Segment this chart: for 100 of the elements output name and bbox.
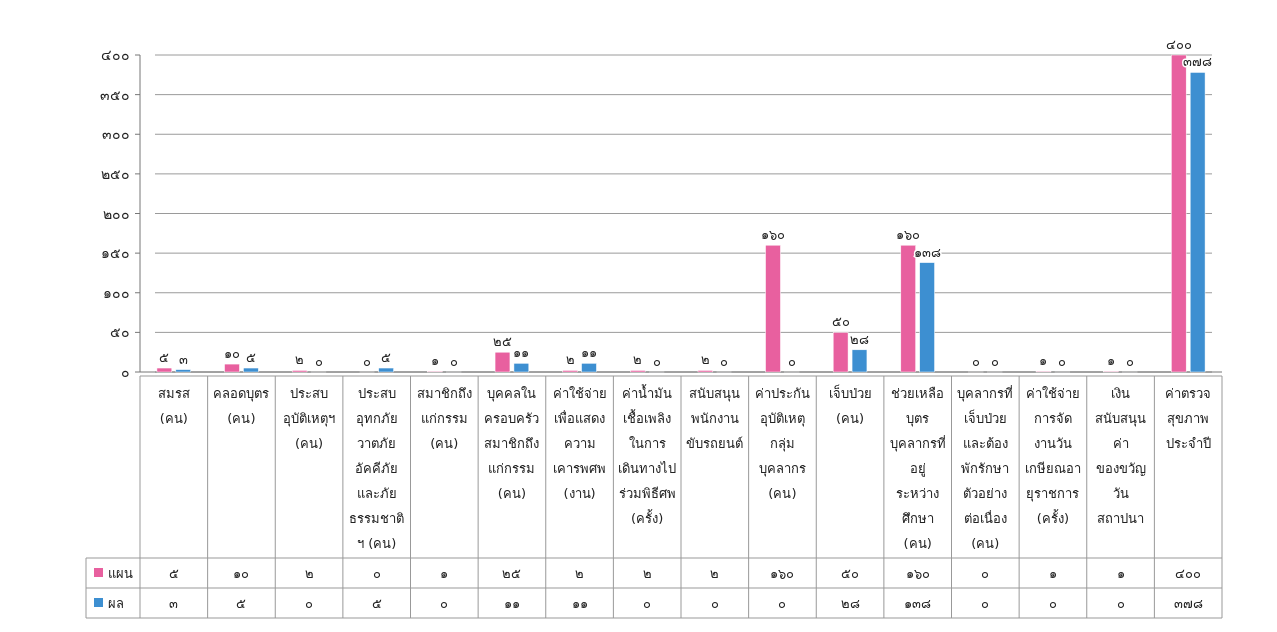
data-label: ๐ xyxy=(981,566,990,581)
text: ๑๖๐ xyxy=(761,227,785,243)
data-label: ๐ xyxy=(710,596,719,611)
data-label: ๐ xyxy=(1116,596,1125,611)
text: ๐ xyxy=(720,354,729,369)
text: ๔๐๐ xyxy=(1165,37,1192,52)
text: ๒๘ xyxy=(850,331,869,347)
data-label: ๑๐ xyxy=(233,566,250,581)
x-tick-label: บุคลากรที่ เจ็บป่วย และต้อง พักรักษา ตัวอย่าง ต่อเนื่อง (คน) xyxy=(957,385,1014,551)
x-tick-label: สนับสนุน พนักงาน ขับรถยนต์ xyxy=(686,386,744,451)
x-tick-label: สมาชิกถึง แก่กรรม (คน) xyxy=(416,386,472,451)
bar xyxy=(1189,72,1206,373)
x-tick-label: คลอดบุตร (คน) xyxy=(213,386,270,426)
data-label: ๐ xyxy=(778,596,787,611)
data-label: ๑๓๘ xyxy=(904,596,932,611)
data-label: ๓๗๘ xyxy=(1173,596,1203,611)
x-tick-label: บุคคลใน ครอบครัว สมาชิกถึง แก่กรรม (คน) xyxy=(484,386,540,501)
bar xyxy=(900,244,916,373)
data-label: ๕ xyxy=(236,596,247,611)
text: ๑๐ xyxy=(224,346,240,362)
y-tick-label: ๓๕๐ xyxy=(100,86,130,103)
data-label: ๕ xyxy=(371,596,382,611)
text: ๐ xyxy=(1058,354,1067,369)
x-tick-label: ค่าใช้จ่าย การจัด งานวัน เกษียณอา ยุราชการ (ครั้ง) xyxy=(1024,386,1081,526)
x-tick-label: ค่าน้ำมัน เชื้อเพลิง ในการ เดินทางไป ร่วมพิธีศพ (ครั้ง) xyxy=(618,384,677,526)
bar xyxy=(765,244,781,373)
text: ๓ xyxy=(178,351,188,367)
text: ๐ xyxy=(1126,354,1134,369)
text: ๕ xyxy=(245,350,256,366)
data-label: ๕ xyxy=(168,566,179,581)
text: ๑ xyxy=(430,353,439,369)
y-tick-label: ๐ xyxy=(121,364,130,380)
x-tick-label: เจ็บป่วย (คน) xyxy=(828,384,872,426)
y-tick-label: ๕๐ xyxy=(110,324,130,341)
text: ๐ xyxy=(363,354,372,369)
data-label: ๒ xyxy=(575,566,585,581)
data-label: ๑ xyxy=(440,566,449,581)
x-tick-label: ค่าตรวจ สุขภาพ ประจำปี xyxy=(1165,386,1212,451)
data-label: ๐ xyxy=(440,596,449,611)
text: ๕ xyxy=(381,350,392,366)
text: ๐ xyxy=(652,354,661,369)
y-tick-label: ๒๕๐ xyxy=(101,165,130,182)
bar xyxy=(224,363,240,373)
data-label: ๒๘ xyxy=(840,596,860,611)
bar xyxy=(513,363,530,373)
data-label: ๒๕ xyxy=(502,566,522,581)
bar xyxy=(919,262,935,373)
data-label: ๑๖๐ xyxy=(905,566,930,581)
data-label: ๒ xyxy=(710,566,720,581)
text: ๒ xyxy=(295,352,305,368)
data-label: ๔๐๐ xyxy=(1175,566,1202,581)
data-label: ๐ xyxy=(643,596,652,611)
data-label: ๒ xyxy=(304,566,314,581)
y-tick-label: ๑๕๐ xyxy=(101,245,130,262)
x-tick-label: ประสบ อุบัติเหตุฯ (คน) xyxy=(283,386,336,451)
data-label: ๑ xyxy=(1116,566,1125,581)
data-label: ๑๖๐ xyxy=(770,566,795,581)
data-label: ๐ xyxy=(1048,596,1057,611)
text: ๑๑ xyxy=(513,345,530,361)
text: ๑๖๐ xyxy=(896,227,921,243)
text: ๐ xyxy=(971,354,980,369)
y-tick-label: ๒๐๐ xyxy=(103,205,130,222)
bar xyxy=(851,349,868,373)
text: ๒๕ xyxy=(493,334,512,350)
data-label: ๐ xyxy=(981,596,990,611)
x-tick-label: เงิน สนับสนุน ค่า ของขวัญ วัน สถาปนา xyxy=(1095,386,1147,526)
bar xyxy=(581,363,597,373)
text: ๑ xyxy=(1107,353,1116,369)
text: ๒ xyxy=(633,352,643,368)
text: ๑๑ xyxy=(581,345,597,361)
x-tick-label: ค่าประกัน อุบัติเหตุ กลุ่ม บุคลากร (คน) xyxy=(754,386,810,501)
bar xyxy=(832,332,849,373)
data-label: ๕๐ xyxy=(841,566,860,581)
text: ๕๐ xyxy=(831,314,850,330)
legend-label: ผล xyxy=(108,596,124,611)
text: ๐ xyxy=(990,354,999,369)
data-label: ๑ xyxy=(1048,566,1057,581)
x-tick-label: ค่าใช้จ่าย เพื่อแสดง ความ เคารพศพ (งาน) xyxy=(552,386,607,501)
text: ๕ xyxy=(159,350,170,366)
text: ๑ xyxy=(1039,353,1048,369)
data-label: ๑๑ xyxy=(571,596,588,611)
bar xyxy=(243,367,259,373)
data-label: ๐ xyxy=(305,596,314,611)
data-label: ๑๑ xyxy=(503,596,520,611)
legend-label: แผน xyxy=(108,566,133,581)
x-tick-label: ประสบ อุทกภัย วาตภัย อัคคีภัย และภัย ธรรมชาติ ฯ (คน) xyxy=(349,386,405,551)
x-tick-label: สมรส (คน) xyxy=(157,386,190,426)
y-tick-label: ๔๐๐ xyxy=(101,47,130,63)
data-label: ๐ xyxy=(372,566,381,581)
text: ๒ xyxy=(700,352,710,368)
data-label: ๒ xyxy=(642,566,652,581)
y-tick-label: ๑๐๐ xyxy=(103,284,130,301)
bar xyxy=(156,367,173,373)
text: ๐ xyxy=(787,354,796,369)
bar xyxy=(494,351,511,373)
text: ๐ xyxy=(314,354,323,369)
text: ๑๓๘ xyxy=(913,244,941,260)
bar xyxy=(378,367,394,373)
text: ๒ xyxy=(565,352,575,368)
y-tick-label: ๓๐๐ xyxy=(102,126,130,143)
